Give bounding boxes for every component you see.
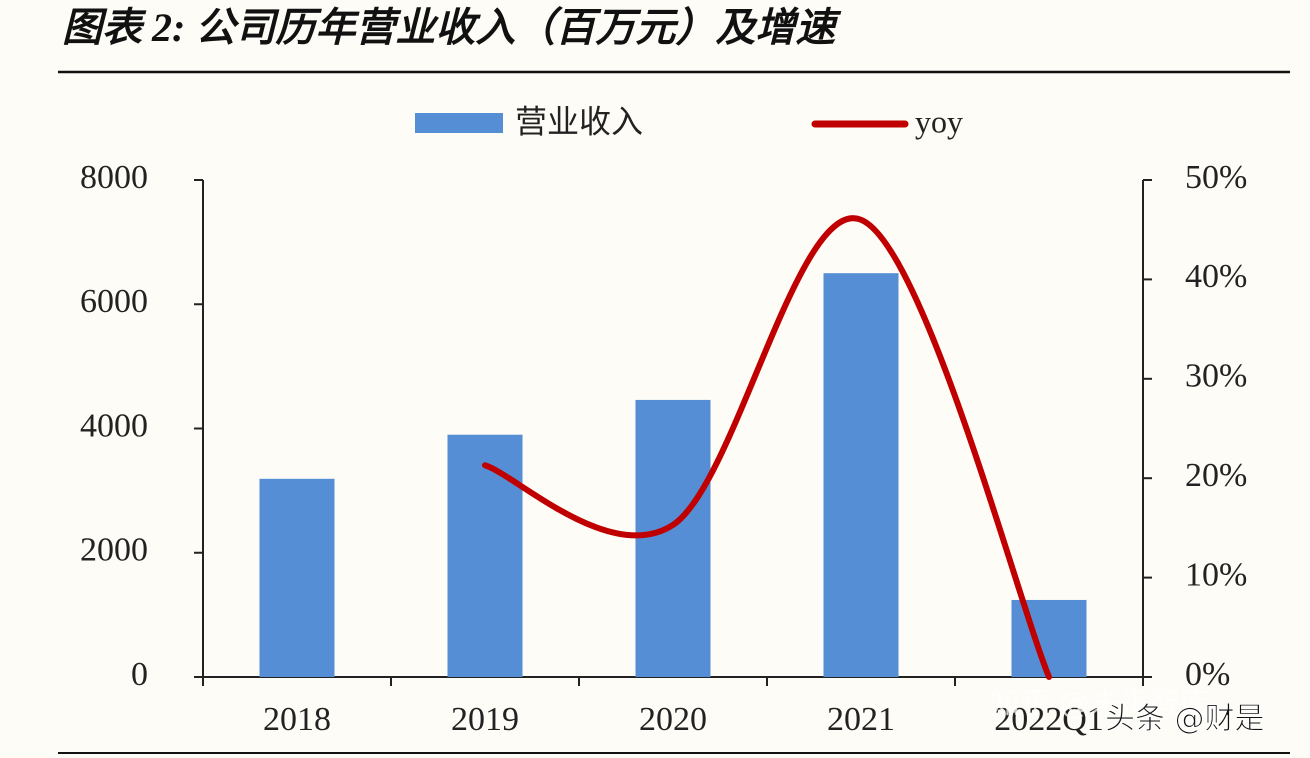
x-tick-label: 2021 bbox=[827, 701, 895, 738]
legend-label: yoy bbox=[915, 103, 963, 139]
y-tick-label: 2000 bbox=[80, 532, 148, 569]
y2-tick-label: 20% bbox=[1185, 457, 1247, 494]
x-tick-label: 2020 bbox=[639, 701, 707, 738]
x-tick-label: 2019 bbox=[451, 701, 519, 738]
x-tick-label: 2018 bbox=[263, 701, 331, 738]
y-tick-label: 8000 bbox=[80, 159, 148, 196]
bar bbox=[259, 478, 335, 677]
y2-tick-label: 0% bbox=[1185, 656, 1230, 693]
y-tick-label: 4000 bbox=[80, 407, 148, 444]
watermark: 头条 @财是 bbox=[1105, 702, 1265, 737]
y-tick-label: 0 bbox=[131, 656, 148, 693]
y2-tick-label: 10% bbox=[1185, 556, 1247, 593]
legend-label: 营业收入 bbox=[515, 103, 643, 139]
bar bbox=[635, 399, 711, 677]
line bbox=[482, 215, 1052, 680]
y2-tick-label: 30% bbox=[1185, 358, 1247, 395]
y2-tick-label: 40% bbox=[1185, 258, 1247, 295]
watermark: 知乎 @未来智库 bbox=[990, 687, 1210, 722]
bar bbox=[1011, 599, 1087, 677]
legend-swatch bbox=[415, 113, 503, 133]
y2-tick-label: 50% bbox=[1185, 159, 1247, 196]
y-tick-label: 6000 bbox=[80, 283, 148, 320]
x-tick-label: 2022Q1 bbox=[994, 701, 1104, 738]
bar bbox=[447, 434, 523, 677]
chart-title: 图表 2: 公司历年营业收入（百万元）及增速 bbox=[62, 5, 841, 50]
bar bbox=[823, 273, 899, 677]
